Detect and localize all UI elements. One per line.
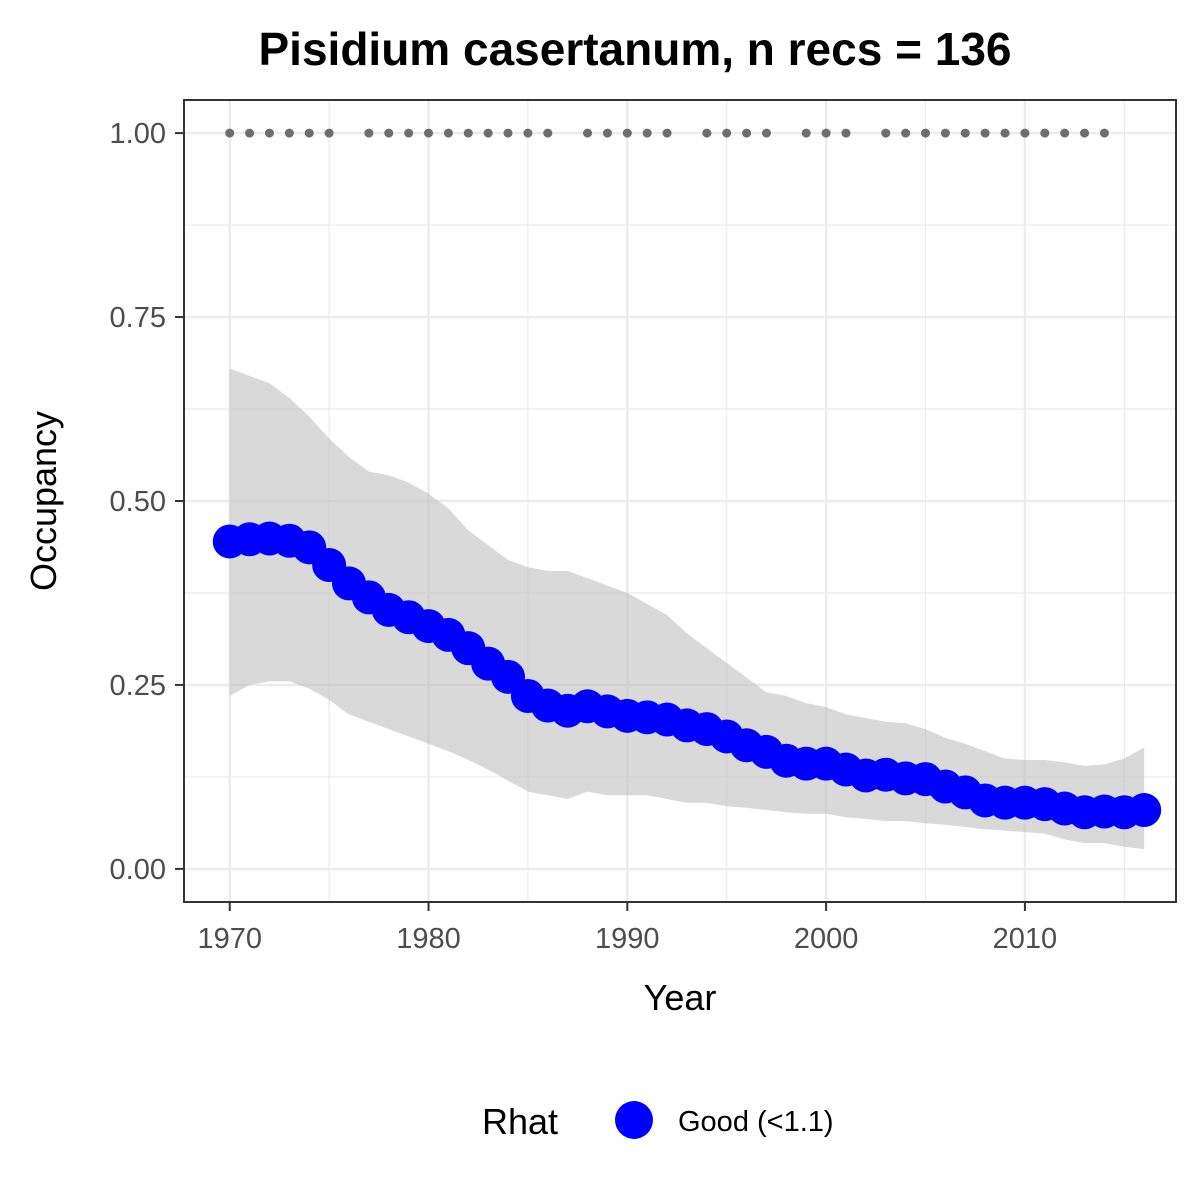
record-marker [622, 128, 632, 138]
record-markers [225, 128, 1109, 138]
x-tick-label: 2010 [993, 923, 1058, 955]
record-marker [483, 128, 493, 138]
record-marker [761, 128, 771, 138]
record-marker [881, 128, 891, 138]
record-marker [463, 128, 473, 138]
record-marker [304, 128, 314, 138]
record-marker [364, 128, 374, 138]
record-marker [921, 128, 931, 138]
y-tick-label: 0.75 [110, 302, 166, 334]
record-marker [742, 128, 752, 138]
axis-ticks: 1970 1980 1990 2000 2010 0.00 0.25 0.50 0.75 1.00 [110, 118, 1058, 955]
credible-interval-ribbon [229, 368, 1145, 849]
record-marker [324, 128, 334, 138]
record-marker [443, 128, 453, 138]
y-axis-title: Occupancy [23, 411, 64, 591]
x-tick-label: 1980 [396, 923, 461, 955]
record-marker [662, 128, 672, 138]
record-marker [940, 128, 950, 138]
x-tick-label: 2000 [794, 923, 859, 955]
occupancy-point [1127, 793, 1162, 828]
record-marker [801, 128, 811, 138]
record-marker [841, 128, 851, 138]
record-marker [1000, 128, 1010, 138]
x-tick-label: 1990 [595, 923, 660, 955]
legend-key-good [615, 1101, 653, 1139]
y-tick-label: 0.00 [110, 854, 166, 886]
record-marker [1040, 128, 1050, 138]
occupancy-points [212, 521, 1162, 830]
record-marker [424, 128, 434, 138]
record-marker [1060, 128, 1070, 138]
record-marker [503, 128, 513, 138]
legend-label-good: Good (<1.1) [678, 1106, 834, 1138]
record-marker [642, 128, 652, 138]
record-marker [702, 128, 712, 138]
record-marker [980, 128, 990, 138]
x-axis-title: Year [644, 977, 717, 1018]
record-marker [901, 128, 911, 138]
record-marker [602, 128, 612, 138]
chart-title: Pisidium casertanum, n recs = 136 [259, 23, 1012, 75]
record-marker [384, 128, 394, 138]
record-marker [543, 128, 553, 138]
legend: Rhat Good (<1.1) [482, 1101, 834, 1142]
record-marker [1080, 128, 1090, 138]
y-tick-label: 0.25 [110, 670, 166, 702]
record-marker [583, 128, 593, 138]
legend-title: Rhat [482, 1101, 558, 1142]
y-tick-label: 0.50 [110, 486, 166, 518]
record-marker [245, 128, 255, 138]
record-marker [284, 128, 294, 138]
record-marker [821, 128, 831, 138]
record-marker [1099, 128, 1109, 138]
record-marker [225, 128, 235, 138]
record-marker [404, 128, 414, 138]
record-marker [523, 128, 533, 138]
x-tick-label: 1970 [197, 923, 262, 955]
record-marker [960, 128, 970, 138]
record-marker [722, 128, 732, 138]
record-marker [1020, 128, 1030, 138]
record-marker [264, 128, 274, 138]
y-tick-label: 1.00 [110, 118, 166, 150]
